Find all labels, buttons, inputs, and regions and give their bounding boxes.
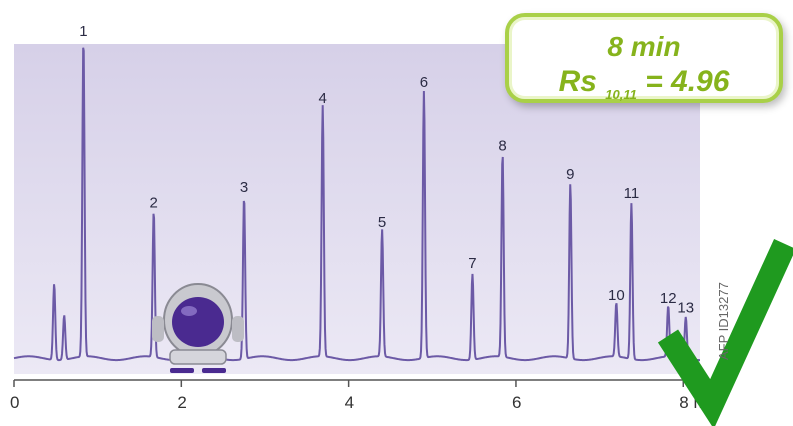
peak-label: 5 xyxy=(378,214,386,231)
chromatogram-trace xyxy=(13,47,701,362)
x-tick-label: 2 xyxy=(177,393,186,412)
peak-label: 7 xyxy=(468,255,476,272)
peak-label: 13 xyxy=(677,300,694,317)
peak-label: 1 xyxy=(79,23,87,40)
robot-mascot-icon xyxy=(152,283,244,373)
rs-label: Rs xyxy=(558,65,597,98)
reference-code: AFP ID13277 xyxy=(716,282,731,360)
peak-label: 11 xyxy=(624,185,640,202)
resolution-text: Rs 10,11 = 4.96 xyxy=(509,65,779,102)
peak-label: 3 xyxy=(240,179,248,196)
resolution-badge: 8 min Rs 10,11 = 4.96 xyxy=(505,13,783,103)
x-tick-label: 0 xyxy=(10,393,19,412)
rs-value: = 4.96 xyxy=(645,65,730,98)
x-tick-label: 6 xyxy=(512,393,521,412)
checkmark-icon xyxy=(657,239,793,426)
peak-label: 4 xyxy=(319,90,327,107)
run-time-text: 8 min xyxy=(607,31,681,62)
x-tick-label: 4 xyxy=(345,393,354,412)
peak-label: 2 xyxy=(150,195,158,212)
peak-label: 12 xyxy=(660,290,677,307)
peak-label: 8 xyxy=(498,137,506,154)
peak-label: 9 xyxy=(566,166,574,183)
rs-subscript: 10,11 xyxy=(605,87,637,102)
peak-label: 10 xyxy=(608,287,625,304)
peak-label: 6 xyxy=(420,74,428,91)
